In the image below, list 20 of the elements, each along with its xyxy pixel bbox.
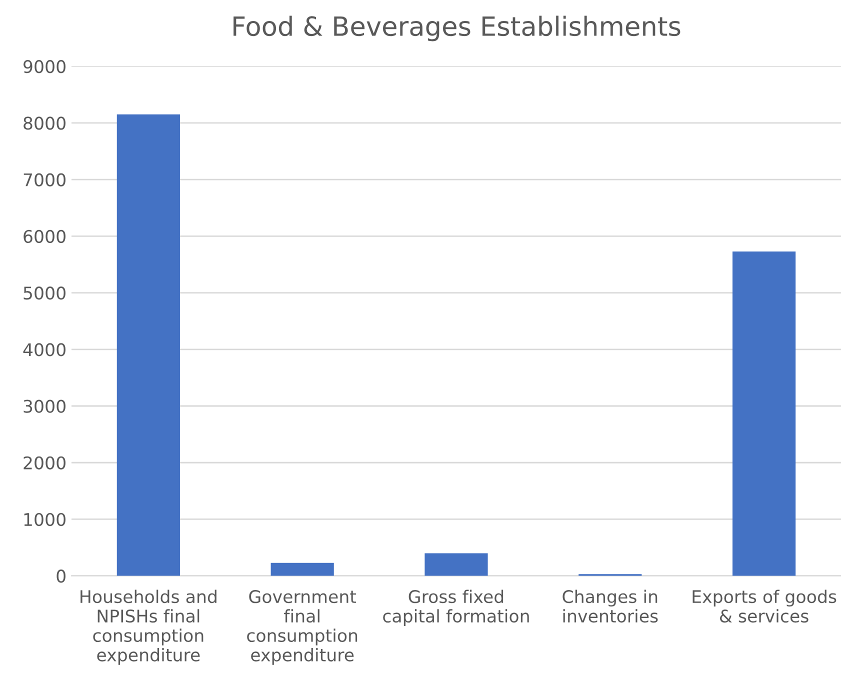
x-tick-label: Households and NPISHs final consumption expenditure [80, 590, 216, 665]
y-tick-label: 1000 [24, 512, 66, 526]
y-tick-label: 7000 [24, 173, 66, 186]
y-tick-label: 8000 [24, 116, 66, 130]
y-tick-label: 5000 [24, 286, 66, 300]
bar [424, 553, 488, 576]
x-tick-label: Exports of goods & services [692, 590, 836, 623]
y-tick-label: 4000 [23, 343, 66, 356]
bar [732, 251, 796, 576]
y-tick-label: 3000 [24, 400, 66, 413]
y-tick-label: 9000 [24, 60, 66, 74]
y-tick-label: 2000 [24, 456, 66, 470]
y-tick-label: 0 [56, 570, 66, 583]
chart-title: Food & Beverages Establishments [234, 16, 680, 42]
bar [270, 562, 334, 576]
x-tick-label: Government final consumption expenditure [247, 590, 358, 665]
y-tick-label: 6000 [24, 230, 66, 243]
bar [116, 114, 180, 576]
x-tick-label: Gross fixed capital formation [383, 590, 529, 626]
x-tick-label: Changes in inventories [562, 590, 658, 623]
